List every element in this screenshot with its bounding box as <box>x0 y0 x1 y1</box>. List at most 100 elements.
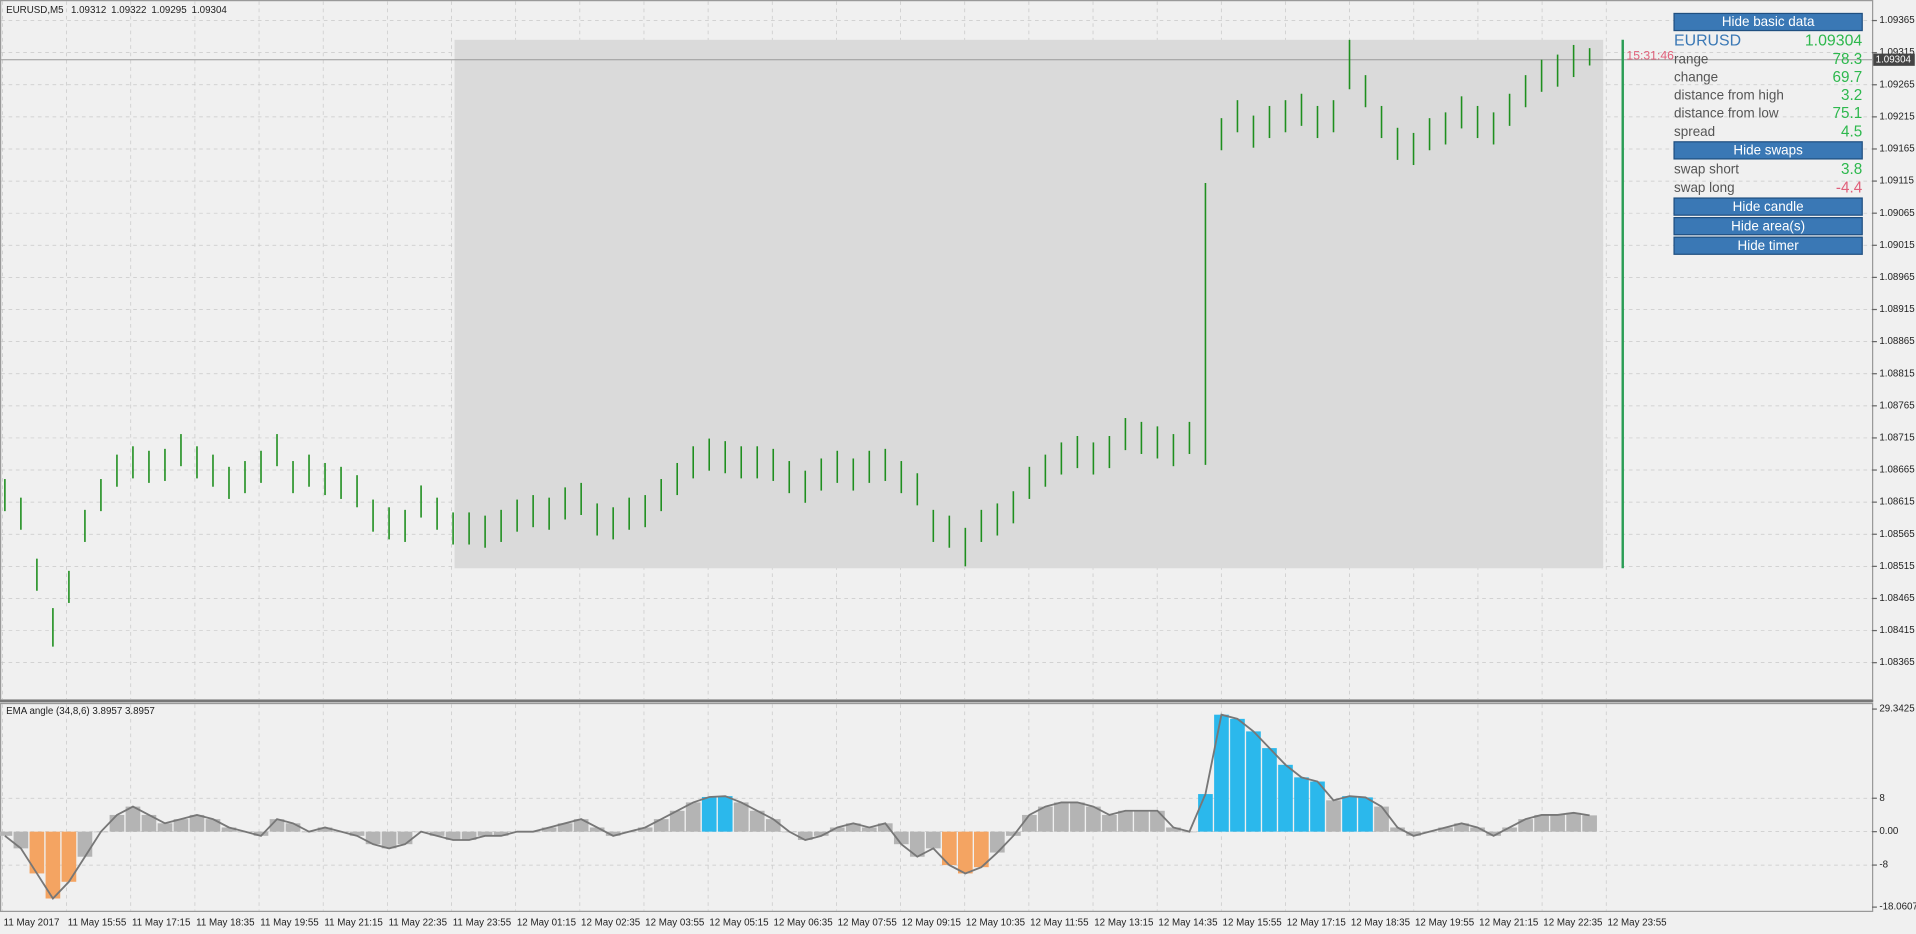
panel-button[interactable]: Hide basic data <box>1673 12 1863 32</box>
indicator-bar <box>557 823 573 832</box>
y-tick-label: 1.08915 <box>1879 304 1915 315</box>
y-tick-label: 1.08565 <box>1879 529 1915 540</box>
indicator-bar <box>253 831 269 836</box>
indicator-bar <box>893 831 909 845</box>
x-tick-label: 12 May 13:15 <box>1094 918 1154 929</box>
indicator-bar <box>685 802 701 832</box>
indicator-bar <box>397 831 413 845</box>
panel-button[interactable]: Hide area(s) <box>1673 216 1863 236</box>
panel-label: swap short <box>1674 161 1739 176</box>
indicator-bar <box>1454 823 1469 832</box>
indicator-bar <box>573 819 589 832</box>
indicator-bar <box>717 796 733 832</box>
indicator-bar <box>1294 777 1309 832</box>
panel-value: 3.2 <box>1841 87 1862 104</box>
button-face[interactable] <box>1673 197 1863 216</box>
x-tick-label: 11 May 19:55 <box>260 918 319 929</box>
x-tick-label: 12 May 18:35 <box>1351 918 1411 929</box>
indicator-bar <box>445 831 461 841</box>
y-tick-label: 1.09365 <box>1879 15 1915 26</box>
indicator-bar <box>958 831 973 874</box>
button-label[interactable]: Hide candle <box>1733 199 1804 214</box>
x-tick-label: 11 May 2017 <box>4 918 60 929</box>
button-label[interactable]: Hide area(s) <box>1731 218 1805 233</box>
y-tick-label: 1.08765 <box>1879 400 1915 411</box>
button-face[interactable] <box>1673 12 1863 32</box>
indicator-bar <box>941 831 957 866</box>
x-tick-label: 12 May 15:55 <box>1223 918 1283 929</box>
indicator-bar <box>173 819 189 832</box>
indicator-bar <box>797 831 813 841</box>
panel-button[interactable]: Hide timer <box>1673 236 1863 255</box>
indicator-bar <box>1198 794 1213 832</box>
panel-button[interactable]: Hide candle <box>1673 197 1863 216</box>
x-tick-label: 12 May 14:35 <box>1158 918 1218 929</box>
indicator-bar <box>109 814 125 832</box>
indicator-bar <box>205 819 221 832</box>
panel-value: 78.3 <box>1833 51 1863 68</box>
indicator-bar <box>1230 718 1245 832</box>
button-label[interactable]: Hide basic data <box>1722 14 1815 29</box>
y-tick-label: 1.08415 <box>1879 625 1915 636</box>
indicator-bar <box>1342 796 1357 832</box>
bid-box <box>1873 53 1915 66</box>
indicator-bar <box>653 819 669 832</box>
y-tick-label: 1.09115 <box>1879 176 1914 187</box>
indicator-bar <box>285 823 301 832</box>
x-tick-label: 11 May 22:35 <box>389 918 448 929</box>
button-label[interactable]: Hide swaps <box>1733 143 1803 158</box>
indicator-bar <box>1582 815 1597 832</box>
x-tick-label: 12 May 23:55 <box>1607 918 1667 929</box>
y-tick-label: 1.09065 <box>1879 208 1915 219</box>
panel-value: 75.1 <box>1833 105 1863 122</box>
y-tick-label: -18.0607 <box>1879 902 1916 913</box>
indicator-bar <box>1150 810 1165 832</box>
panel-button[interactable]: Hide swaps <box>1673 141 1863 160</box>
indicator-bar <box>13 831 29 849</box>
y-tick-label: 1.09015 <box>1879 240 1915 251</box>
indicator-bar <box>541 827 557 832</box>
indicator-bar <box>1134 810 1149 832</box>
panel-label: change <box>1674 70 1718 85</box>
indicator-bar <box>589 827 605 832</box>
indicator-bar <box>1102 814 1117 832</box>
y-tick-label: -8 <box>1879 860 1888 871</box>
panel-value: 3.8 <box>1841 161 1862 178</box>
x-tick-label: 12 May 21:15 <box>1479 918 1539 929</box>
indicator-bar <box>845 823 861 832</box>
indicator-bar <box>1326 800 1341 832</box>
bid-label: 1.09304 <box>1876 54 1912 65</box>
y-tick-label: 1.08965 <box>1879 272 1915 283</box>
indicator-bar <box>669 810 685 832</box>
indicator-bar <box>861 827 877 832</box>
indicator-bar <box>829 827 845 832</box>
y-tick-label: 8 <box>1879 793 1884 804</box>
indicator-bar <box>749 810 765 832</box>
chart-header: EURUSD,M5 1.09312 1.09322 1.09295 1.09304 <box>6 4 227 15</box>
y-tick-label: 29.3425 <box>1879 704 1915 715</box>
y-tick-label: 1.08465 <box>1879 593 1915 604</box>
y-tick-label: 1.08865 <box>1879 336 1915 347</box>
x-tick-label: 12 May 10:35 <box>966 918 1026 929</box>
indicator-bar <box>1310 781 1325 832</box>
indicator-bar <box>1166 827 1181 832</box>
y-tick-label: 1.08515 <box>1879 561 1915 572</box>
indicator-bar <box>813 831 829 836</box>
button-face[interactable] <box>1673 236 1863 255</box>
button-label[interactable]: Hide timer <box>1738 238 1800 253</box>
indicator-bar <box>365 831 381 845</box>
button-face[interactable] <box>1673 141 1863 160</box>
indicator-bar <box>990 831 1005 853</box>
indicator-bar <box>637 827 653 832</box>
indicator-bar <box>429 831 445 836</box>
button-face[interactable] <box>1673 216 1863 236</box>
indicator-bar <box>1262 748 1277 832</box>
indicator-bar <box>1438 827 1453 832</box>
indicator-bar <box>493 831 509 836</box>
indicator-bar <box>349 831 365 836</box>
indicator-bar <box>1022 814 1037 832</box>
indicator-bar <box>1534 814 1549 832</box>
indicator-bar <box>461 831 477 841</box>
indicator-bar <box>1550 814 1565 832</box>
ohlc-value: 1.09295 <box>151 4 187 15</box>
